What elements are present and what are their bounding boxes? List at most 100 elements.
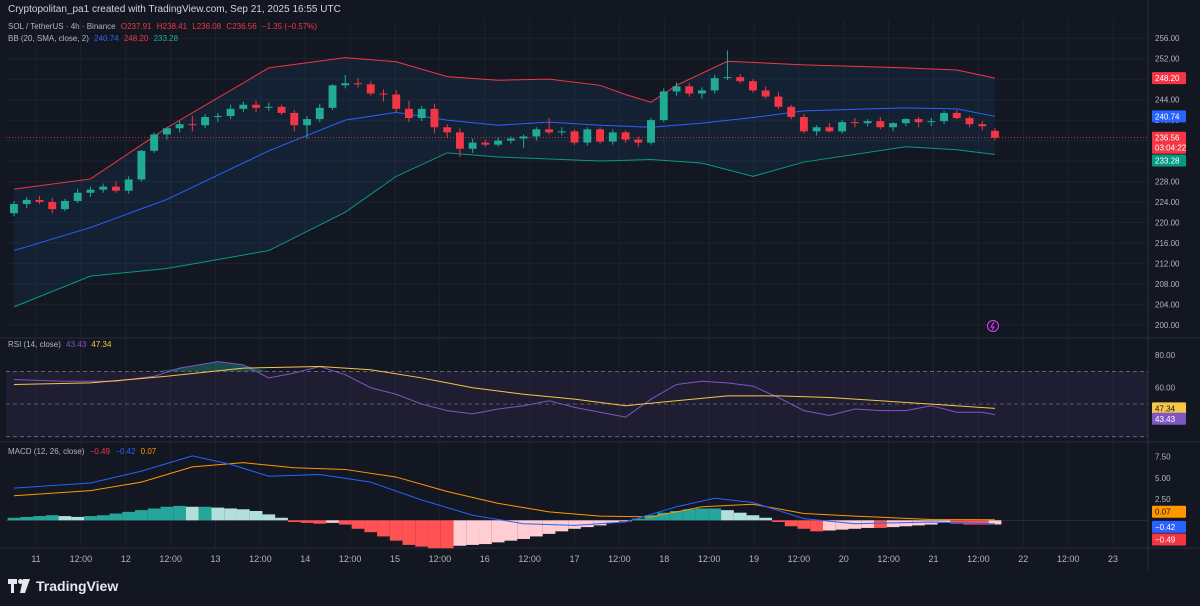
candle-body — [239, 104, 248, 109]
macd-histogram-bar — [275, 517, 288, 521]
macd-line — [13, 455, 996, 526]
candle-body — [850, 122, 859, 124]
candle-body — [188, 124, 197, 126]
macd-hist-badge: −0.49 — [1155, 535, 1176, 544]
candle-body — [710, 78, 719, 91]
macd-histogram-bar — [529, 520, 543, 537]
rsi-legend[interactable]: RSI (14, close) 43.43 47.34 — [8, 340, 114, 349]
macd-histogram-bar — [71, 516, 85, 521]
candle-body — [124, 179, 133, 191]
macd-histogram-bar — [835, 520, 849, 530]
candle-body — [22, 199, 31, 205]
price-axis-label: 200.00 — [1155, 321, 1180, 330]
candle-body — [481, 142, 490, 145]
price-axis-label: 212.00 — [1155, 259, 1180, 268]
macd-histogram-bar — [988, 520, 1002, 525]
macd-histogram-bar — [185, 506, 199, 521]
brand-name: TradingView — [36, 578, 119, 594]
candle-body — [787, 106, 796, 118]
macd-axis-label: 5.00 — [1155, 474, 1171, 483]
low-value: L236.08 — [192, 22, 222, 31]
time-axis-label: 12:00 — [339, 554, 362, 564]
rsi-badge: 43.43 — [1155, 415, 1176, 424]
macd-histogram-bar — [249, 510, 263, 521]
main-legend[interactable]: SOL / TetherUS · 4h · Binance O237.91 H2… — [8, 22, 320, 31]
macd-histogram-bar — [746, 515, 760, 521]
candle-body — [379, 93, 388, 95]
candle-body — [61, 200, 69, 210]
rsi-ma-badge: 47.34 — [1155, 404, 1176, 413]
candle-body — [252, 104, 261, 108]
candle-body — [596, 129, 605, 142]
candle-body — [315, 107, 324, 120]
bollinger-bands — [6, 57, 1148, 308]
rsi-overbought-fill — [141, 361, 295, 372]
candle-body — [863, 121, 872, 124]
candle-body — [443, 127, 452, 133]
bb-lower-line — [13, 146, 996, 308]
bb-fill — [14, 57, 995, 307]
macd-histogram-bar — [708, 508, 722, 521]
time-axis-label: 23 — [1108, 554, 1118, 564]
time-axis-label: 14 — [300, 554, 310, 564]
candle-body — [940, 112, 948, 122]
chart-frame[interactable]: 11 12:00 12 12:00 13 12:00 14 12:00 15 12:00 16 12:… — [0, 0, 1200, 570]
candle-body — [328, 85, 337, 108]
macd-histogram-bar — [7, 517, 21, 521]
candle-body — [111, 186, 120, 191]
candle-body — [213, 116, 222, 118]
macd-histogram-bar — [198, 506, 212, 521]
macd-line-value: −0.42 — [115, 447, 136, 456]
candle-body — [901, 119, 910, 124]
time-axis-label: 12:00 — [698, 554, 721, 564]
candle-body — [264, 106, 273, 108]
macd-histogram-bar — [975, 520, 989, 525]
macd-histogram-bar — [389, 520, 403, 541]
macd-histogram-bar — [262, 514, 276, 521]
macd-histogram-bar — [300, 520, 314, 523]
macd-histogram-bar — [160, 506, 174, 521]
macd-histogram-bar — [733, 512, 747, 521]
candle-body — [685, 86, 694, 94]
time-axis-label: 12:00 — [877, 554, 900, 564]
macd-histogram-bar — [580, 520, 594, 528]
macd-histogram-bar — [873, 520, 887, 528]
chart-canvas[interactable]: 11 12:00 12 12:00 13 12:00 14 12:00 15 12:00 16 12:… — [0, 0, 1200, 570]
candles — [10, 50, 999, 332]
tradingview-brand[interactable]: TradingView — [8, 578, 118, 594]
time-axis-label: 13 — [210, 554, 220, 564]
time-axis-label: 12:00 — [518, 554, 541, 564]
candle-body — [162, 128, 171, 135]
macd-histogram-bar — [619, 520, 632, 522]
basis-badge: 240.74 — [1155, 112, 1180, 121]
bb-upper-line — [13, 57, 996, 190]
candle-body — [392, 94, 401, 109]
candle-body — [519, 136, 528, 139]
macd-histogram-bar — [173, 505, 186, 521]
candle-body — [506, 138, 515, 141]
candle-body — [468, 142, 477, 149]
time-axis-label: 17 — [569, 554, 579, 564]
candle-body — [455, 132, 464, 149]
last-price-badge-bg — [1152, 131, 1186, 154]
open-value: O237.91 — [120, 22, 152, 31]
tradingview-logo-icon — [8, 579, 30, 593]
countdown-badge: 03:04:22 — [1155, 144, 1187, 153]
macd-histogram-bar — [555, 520, 569, 532]
macd-histogram-bar — [428, 520, 441, 549]
bb-legend[interactable]: BB (20, SMA, close, 2) 240.74 248.20 233… — [8, 34, 181, 43]
macd-legend[interactable]: MACD (12, 26, close) −0.49 −0.42 0.07 — [8, 447, 159, 456]
candle-body — [876, 121, 885, 128]
candle-body — [748, 81, 757, 91]
macd-histogram-bar — [96, 515, 110, 521]
alert-icon — [987, 320, 999, 332]
candle-body — [48, 201, 57, 210]
time-axis-label: 12:00 — [788, 554, 811, 564]
candle-body — [723, 77, 732, 79]
header-attribution: Cryptopolitan_pa1 created with TradingVi… — [8, 4, 341, 15]
macd-histogram-bar — [287, 520, 301, 523]
macd-histogram-bar — [759, 517, 773, 521]
candle-body — [634, 139, 643, 143]
macd-histogram-bar — [377, 520, 390, 537]
macd-histogram-bar — [912, 520, 925, 526]
